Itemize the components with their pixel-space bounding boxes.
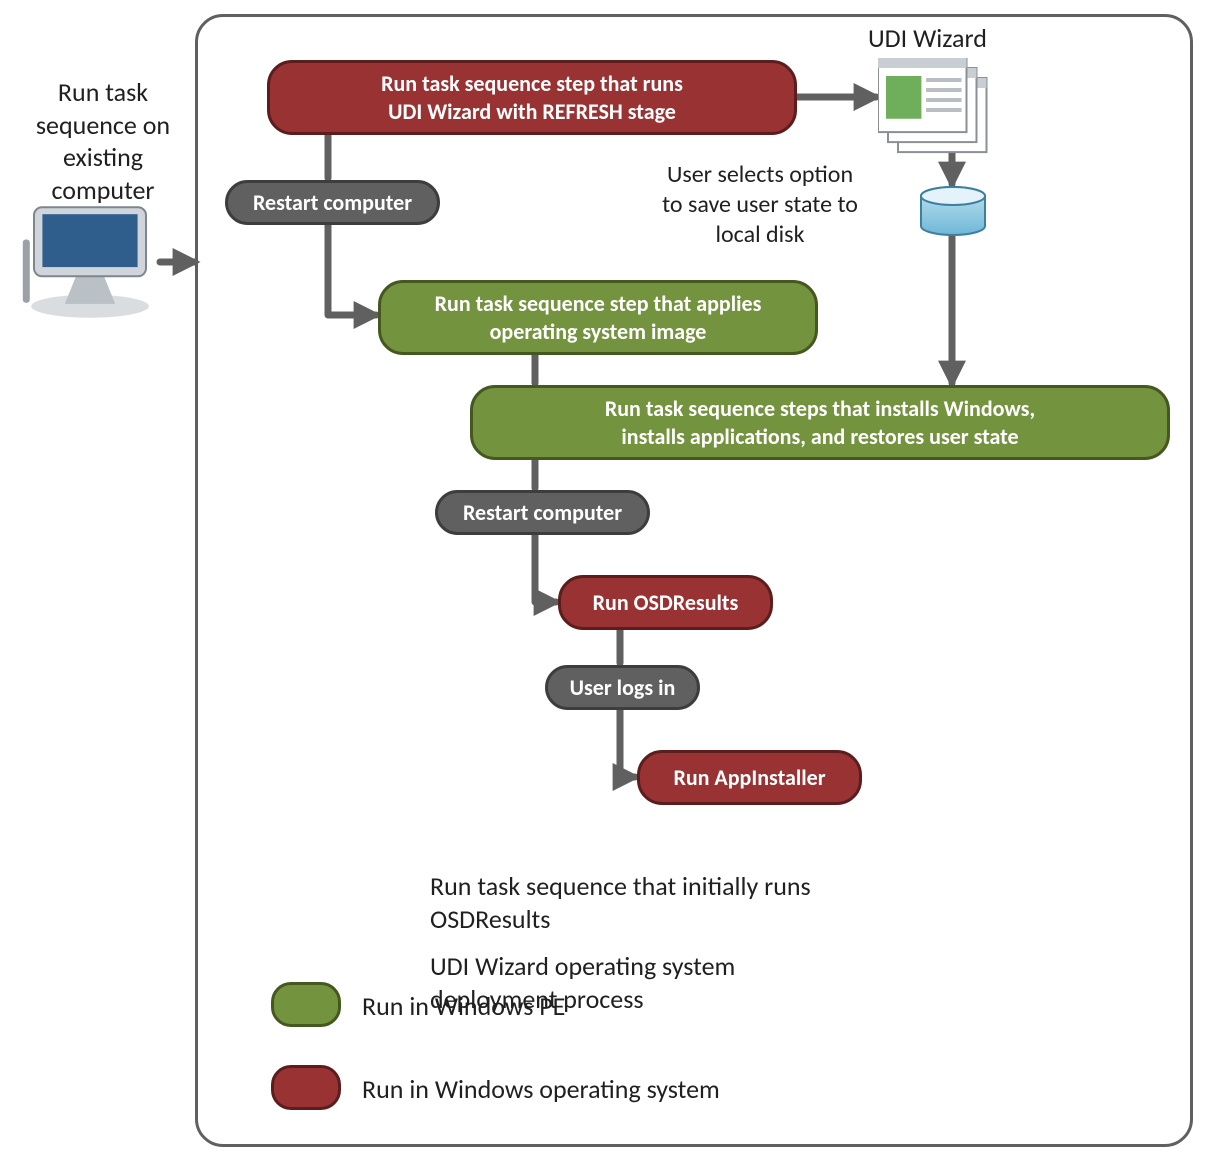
computer-icon (20, 205, 160, 320)
database-icon (918, 186, 988, 240)
node-g2: Restart computer (435, 490, 650, 535)
udi-wizard-label: UDI Wizard (868, 22, 987, 55)
legend-label-0: Run in Windows PE (362, 990, 565, 1023)
bottom-text-1: Run task sequence that initially runsOSD… (430, 870, 930, 935)
legend-swatch-red (271, 1065, 341, 1110)
node-n5: Run AppInstaller (637, 750, 862, 805)
user-selects-label: User selects optionto save user state to… (620, 160, 900, 250)
node-n2: Run task sequence step that appliesopera… (378, 280, 818, 355)
node-g1: Restart computer (225, 180, 440, 225)
node-g3: User logs in (545, 665, 700, 710)
udi-wizard-icon (878, 58, 1016, 173)
legend-swatch-green (271, 982, 341, 1027)
node-n3: Run task sequence steps that installs Wi… (470, 385, 1170, 460)
computer-label: Run tasksequence onexistingcomputer (18, 76, 188, 206)
legend-label-1: Run in Windows operating system (362, 1073, 720, 1106)
node-n4: Run OSDResults (558, 575, 773, 630)
node-n1: Run task sequence step that runsUDI Wiza… (267, 60, 797, 135)
